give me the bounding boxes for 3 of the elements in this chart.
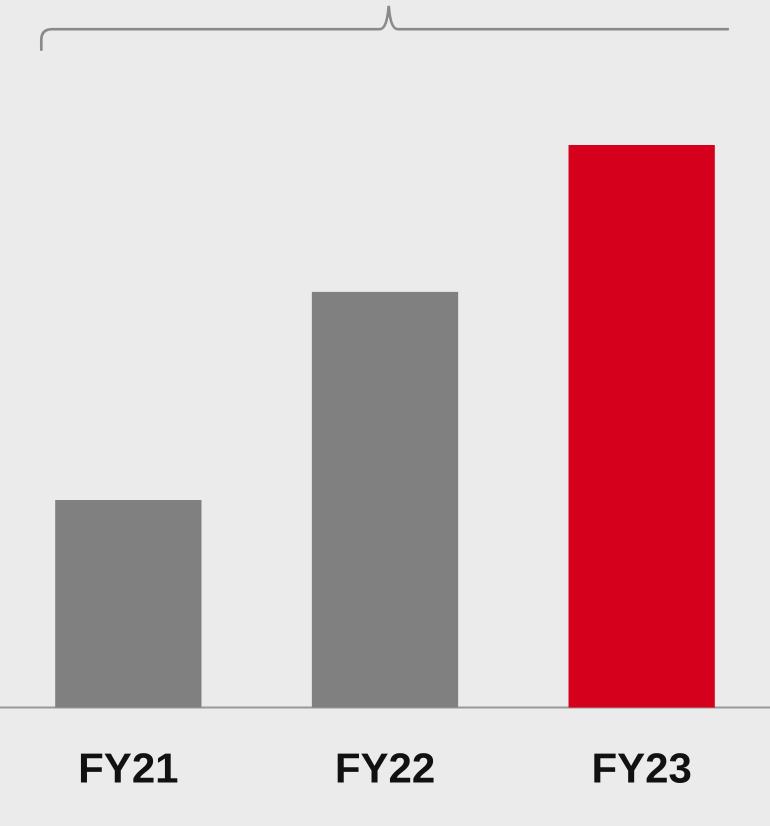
x-tick-label: FY21	[78, 744, 179, 792]
x-tick-label: FY23	[591, 744, 692, 792]
x-tick-label: FY22	[334, 744, 436, 792]
